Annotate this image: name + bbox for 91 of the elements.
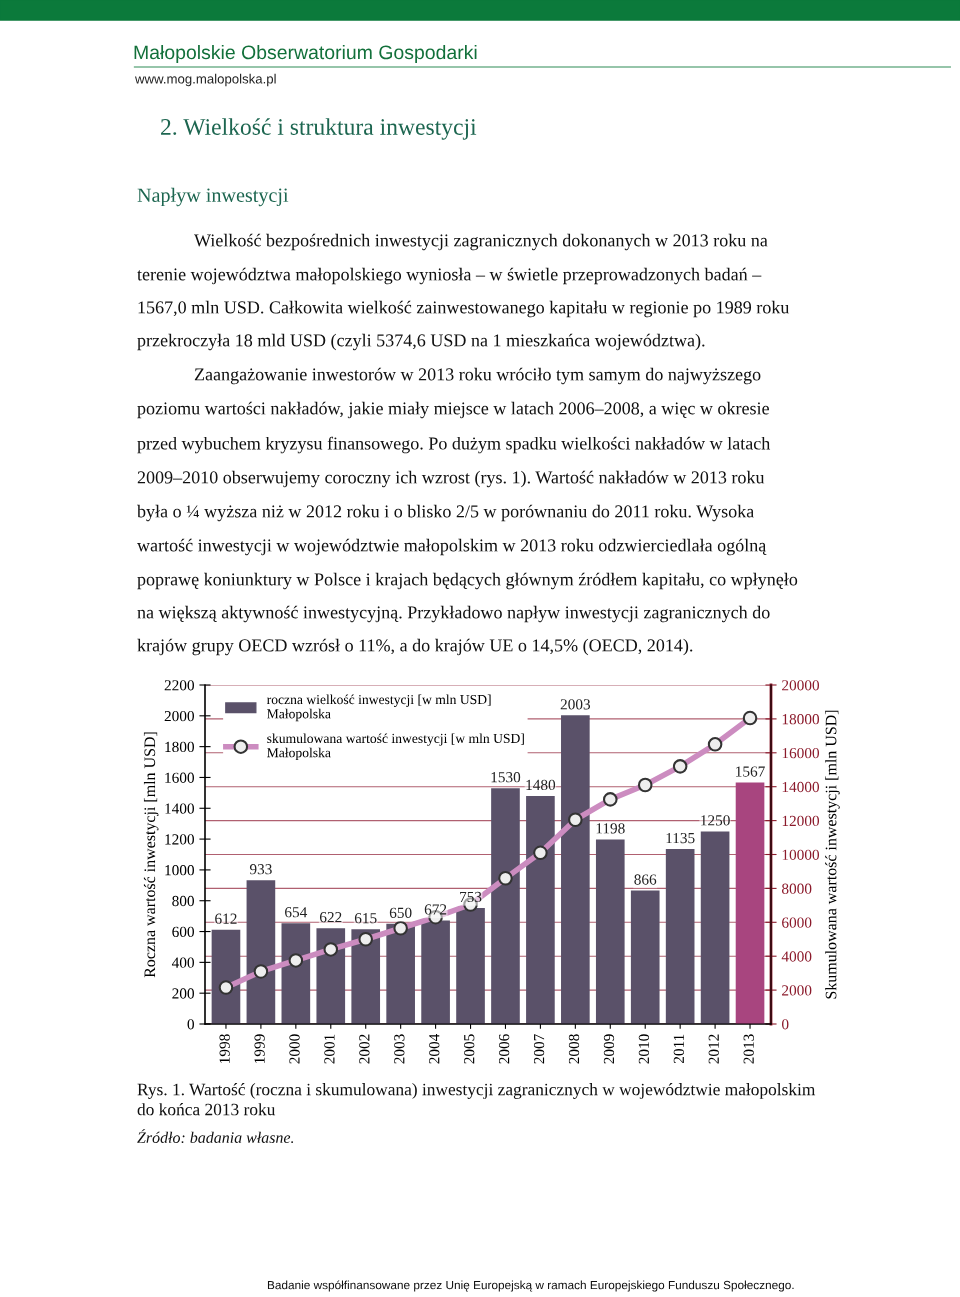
y2-tick-label: 20000 [782, 680, 820, 691]
data-label: 1567 [736, 766, 765, 777]
x-tick-label: 1998 [219, 1034, 230, 1063]
text: www.mog.malopolska.pl [134, 73, 276, 87]
data-label: 1480 [526, 779, 556, 791]
bar [386, 923, 415, 1024]
data-label: 654 [285, 907, 308, 918]
x-tick-label: 2013 [743, 1034, 754, 1064]
x-tick-label: 2007 [533, 1034, 545, 1064]
text: 2. Wielkość i struktura inwestycji [161, 118, 477, 140]
y2-tick-label: 8000 [782, 883, 812, 894]
bar [491, 788, 520, 1024]
text: Źródło: badania własne. [137, 1129, 294, 1144]
text: Badanie współfinansowane przez Unię Europejską w ramach Europejskiego Funduszu Społecznego. [267, 1280, 794, 1292]
x-tick-label: 2012 [708, 1034, 719, 1064]
bar [351, 929, 381, 1024]
y-axis-title: Roczna wartość inwestycji [mln USD] [143, 732, 159, 978]
bar [526, 795, 555, 1024]
data-label: 612 [215, 913, 237, 924]
bar [316, 928, 346, 1024]
text: Małopolskie Obserwatorium Gospodarki [134, 44, 477, 64]
text: przekroczyła 18 mld USD (czyli 5374,6 USD na 1 mieszkańca województwa). [137, 333, 705, 351]
bar [700, 831, 730, 1024]
data-label: 1250 [701, 815, 730, 826]
y2-axis-title: Skumulowana wartość inwestycji [mln USD] [825, 710, 840, 999]
y-tick-label: 2000 [164, 710, 194, 722]
text: terenie województwa małopolskiego wyniosła – w świetle przeprowadzonych badań – [137, 267, 762, 285]
y-tick-label: 1000 [165, 865, 194, 876]
y-tick-label: 2200 [164, 680, 194, 691]
y2-tick-label: 18000 [782, 714, 820, 725]
data-label: 622 [319, 912, 342, 923]
data-label: 933 [249, 864, 272, 875]
text: poziomu wartości nakładów, jakie miały miejsce w latach 2006–2008, a więc w okresie [137, 401, 769, 419]
x-tick-label: 2011 [673, 1034, 684, 1064]
y-tick-label: 200 [172, 988, 194, 999]
legend-label: skumulowana wartość inwestycji [w mln USD] Małopolska [267, 733, 524, 761]
y-tick-label: 1600 [165, 772, 194, 783]
y2-tick-label: 10000 [782, 849, 820, 860]
x-tick-label: 2010 [638, 1034, 650, 1064]
x-tick-label: 1999 [254, 1034, 265, 1063]
y-tick-label: 1200 [165, 834, 194, 845]
y2-tick-label: 2000 [782, 985, 812, 996]
text: Napływ inwestycji [137, 187, 289, 207]
x-tick-label: 2002 [359, 1034, 370, 1064]
x-tick-label: 2003 [394, 1034, 405, 1064]
text: wartość inwestycji w województwie małopolskim w 2013 roku odzwierciedlała ogólną [137, 538, 767, 556]
x-tick-label: 2000 [289, 1034, 300, 1064]
data-label: 753 [460, 891, 482, 903]
text: Rys. 1. Wartość (roczna i skumulowana) inwestycji zagranicznych w województwie małopolskim [137, 1083, 816, 1099]
y2-tick-label: 0 [782, 1019, 789, 1030]
y2-tick-label: 6000 [782, 917, 812, 928]
y2-tick-label: 16000 [782, 747, 820, 759]
y2-tick-label: 12000 [782, 815, 820, 827]
x-tick-label: 2001 [324, 1034, 335, 1064]
text: na większą aktywność inwestycyjną. Przykładowo napływ inwestycji zagranicznych do [137, 605, 770, 623]
y-tick-label: 1800 [165, 741, 194, 753]
text: Zaangażowanie inwestorów w 2013 roku wróciło tym samym do najwyższego [194, 367, 761, 385]
x-tick-label: 2008 [568, 1034, 580, 1064]
x-tick-label: 2005 [464, 1034, 475, 1064]
legend-label: roczna wielkość inwestycji [w mln USD] Małopolska [266, 694, 491, 722]
text: była o ¼ wyższa niż w 2012 roku i o blisko 2/5 w porównaniu do 2011 roku. Wysoka [137, 504, 754, 522]
bar [456, 907, 485, 1024]
data-label: 1530 [491, 772, 521, 783]
x-tick-label: 2004 [429, 1033, 440, 1064]
y-tick-label: 0 [187, 1019, 194, 1030]
y-tick-label: 1400 [165, 803, 194, 814]
text: 2009–2010 obserwujemy coroczny ich wzrost (rys. 1). Wartość nakładów w 2013 roku [137, 470, 765, 488]
text: krajów grupy OECD wzrósł o 11%, a do krajów UE o 14,5% (OECD, 2014). [137, 638, 693, 656]
data-label: 1135 [666, 832, 695, 844]
y-tick-label: 400 [171, 957, 194, 968]
bar [211, 929, 241, 1024]
text: przed wybuchem kryzysu finansowego. Po dużym spadku wielkości nakładów w latach [137, 436, 771, 454]
text: 1567,0 mln USD. Całkowita wielkość zainwestowanego kapitału w regionie po 1989 roku [138, 300, 790, 318]
y2-tick-label: 4000 [781, 951, 812, 962]
data-label: 615 [354, 913, 377, 924]
data-label: 866 [634, 874, 657, 885]
x-tick-label: 2009 [603, 1034, 615, 1064]
bar [281, 923, 311, 1024]
text: do końca 2013 roku [137, 1103, 276, 1116]
bar [246, 880, 276, 1024]
data-label: 2003 [560, 699, 591, 710]
text: poprawę koniunktury w Polsce i krajach będących głównym źródłem kapitału, co wpłynęło [137, 572, 798, 590]
y-tick-label: 600 [172, 926, 194, 937]
bar [665, 849, 695, 1024]
y2-tick-label: 14000 [782, 781, 820, 793]
x-tick-label: 2006 [498, 1034, 510, 1064]
data-label: 1198 [596, 823, 625, 834]
data-label: 650 [389, 907, 412, 918]
text: Wielkość bezpośrednich inwestycji zagranicznych dokonanych w 2013 roku na [194, 233, 768, 251]
y-tick-label: 800 [172, 895, 194, 907]
data-label: 672 [424, 904, 447, 915]
